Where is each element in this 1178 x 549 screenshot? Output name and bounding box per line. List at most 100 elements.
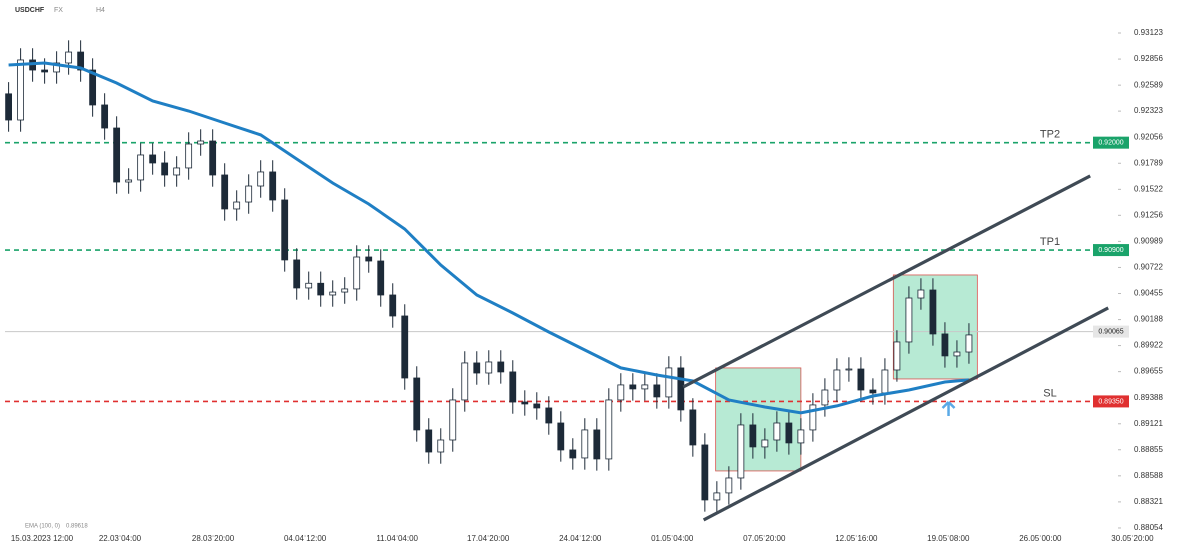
candle-body	[905, 297, 913, 343]
candle-body	[101, 104, 109, 129]
level-price: 0.92000	[1098, 140, 1123, 147]
candle-body	[401, 315, 409, 379]
candle-body	[869, 389, 877, 394]
candle-body	[821, 389, 829, 406]
y-tick-label: 0.90455	[1134, 289, 1163, 298]
y-tick-label: 0.89121	[1134, 419, 1163, 428]
y-tick-label: 0.92856	[1134, 54, 1163, 63]
x-tick-label: 15.03.2023 12:00	[11, 534, 74, 543]
x-tick-label: 11.04 04:00	[376, 534, 418, 543]
candle-body	[461, 362, 469, 401]
candle-body	[785, 422, 793, 444]
candle-body	[137, 154, 145, 181]
candle-body	[281, 199, 289, 261]
zone	[715, 367, 802, 472]
candle-body	[389, 294, 397, 317]
level-price: 0.89350	[1098, 398, 1123, 405]
candle-body	[269, 171, 277, 201]
signal-arrow	[941, 401, 956, 416]
y-tick-label: 0.90989	[1134, 236, 1163, 245]
candle-body	[65, 51, 73, 64]
y-tick-label: 0.88321	[1134, 497, 1163, 506]
level-badge	[1093, 395, 1129, 408]
x-tick-label: 24.04 12:00	[559, 534, 602, 543]
candle-body	[365, 256, 373, 262]
x-tick-label: 04.04 12:00	[284, 534, 327, 543]
level-name: SL	[1043, 387, 1056, 399]
candle-body	[209, 140, 217, 176]
candle-body	[917, 289, 925, 299]
candle-body	[341, 288, 349, 293]
y-tick-label: 0.89655	[1134, 367, 1163, 376]
candle-body	[437, 439, 445, 453]
candle-body	[545, 407, 553, 424]
y-tick-label: 0.88855	[1134, 445, 1163, 454]
x-tick-label: 26.05 00:00	[1019, 534, 1062, 543]
candle-body	[641, 384, 649, 390]
candle-body	[737, 424, 745, 479]
candle-body	[41, 69, 49, 73]
timeframe: H4	[96, 7, 105, 14]
candle-body	[533, 403, 541, 409]
y-tick-label: 0.88054	[1134, 523, 1163, 532]
level-price: 0.90900	[1098, 247, 1123, 254]
indicator-value: 0.89618	[66, 524, 88, 530]
candle-body	[773, 422, 781, 441]
candle-body	[413, 377, 421, 431]
candle-body	[941, 333, 949, 357]
candle-body	[677, 367, 685, 411]
market: FX	[54, 7, 63, 14]
candle-body	[125, 179, 133, 183]
candle-body	[581, 429, 589, 459]
candle-body	[497, 361, 505, 373]
y-tick-label: 0.89388	[1134, 393, 1163, 402]
candle-body	[521, 401, 529, 405]
candle-body	[509, 371, 517, 403]
y-tick-label: 0.92056	[1134, 132, 1163, 141]
candle-body	[761, 439, 769, 448]
candle-body	[749, 424, 757, 448]
candle-body	[929, 289, 937, 335]
candle-body	[89, 69, 97, 106]
candle-body	[665, 367, 673, 398]
candle-body	[881, 369, 889, 394]
x-tick-label: 12.05 16:00	[835, 534, 878, 543]
candle-body	[605, 399, 613, 460]
candle-body	[689, 409, 697, 446]
y-tick-label: 0.90722	[1134, 263, 1163, 272]
candle-body	[473, 362, 481, 374]
candle-body	[149, 154, 157, 164]
candle-body	[485, 361, 493, 374]
indicator-name: EMA (100, 0)	[25, 524, 60, 530]
candle-body	[701, 444, 709, 501]
candle-body	[377, 260, 385, 296]
candle-body	[173, 167, 181, 176]
last-price-badge	[1093, 325, 1129, 338]
candle-body	[593, 429, 601, 460]
candle-body	[197, 140, 205, 145]
x-tick-label: 17.04 20:00	[467, 534, 510, 543]
candle-body	[893, 341, 901, 371]
candle-body	[5, 93, 13, 121]
y-tick-label: 0.91789	[1134, 158, 1163, 167]
plot-area	[5, 40, 1118, 522]
candle-body	[293, 259, 301, 289]
trendline	[702, 306, 1109, 522]
candle-body	[161, 162, 169, 176]
x-tick-label: 30.05 20:00	[1111, 534, 1154, 543]
candle-body	[425, 429, 433, 453]
candle-body	[233, 201, 241, 210]
candle-body	[809, 404, 817, 431]
level-badge	[1093, 244, 1129, 257]
y-tick-label: 0.89922	[1134, 341, 1163, 350]
y-tick-label: 0.92589	[1134, 80, 1163, 89]
trendline	[682, 174, 1091, 389]
y-tick-label: 0.93123	[1134, 28, 1163, 37]
candle-body	[53, 62, 61, 73]
candle-body	[725, 477, 733, 494]
candle-body	[113, 127, 121, 183]
x-tick-label: 19.05 08:00	[927, 534, 970, 543]
level-badge	[1093, 136, 1129, 149]
x-tick-label: 01.05 04:00	[651, 534, 694, 543]
